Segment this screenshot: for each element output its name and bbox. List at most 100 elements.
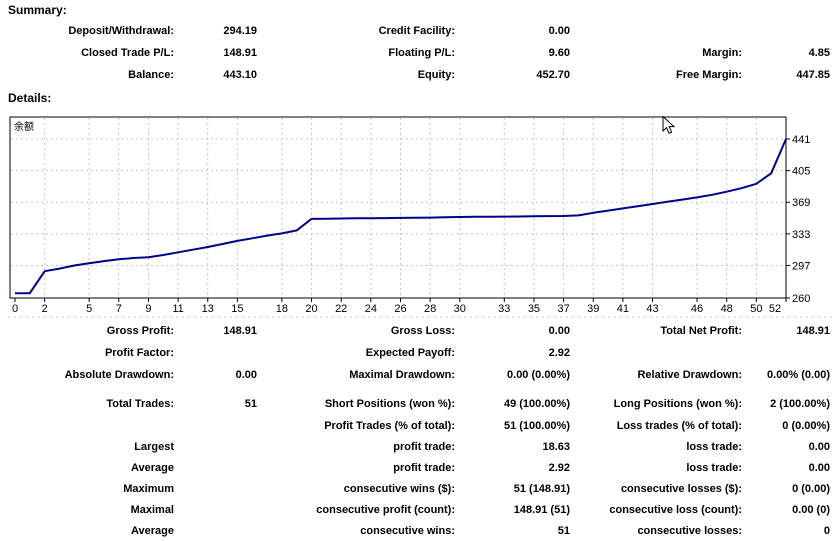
- stat-value: 148.91 (51): [513, 504, 570, 516]
- stat-label: Short Positions (won %):: [324, 398, 455, 410]
- stat-value: 2.92: [548, 462, 570, 474]
- summary-heading: Summary:: [8, 3, 67, 17]
- x-axis-label: 30: [454, 303, 466, 315]
- x-axis-label: 41: [617, 303, 629, 315]
- stat-value: 148.91: [796, 325, 830, 337]
- x-axis-label: 20: [305, 303, 317, 315]
- stat-value: 2 (100.00%): [770, 398, 830, 410]
- x-axis-label: 11: [172, 303, 183, 315]
- stat-label: Free Margin:: [675, 69, 742, 81]
- stat-label: Largest: [134, 441, 174, 453]
- stat-value: 0.00 (0): [792, 504, 830, 516]
- stat-value: 0.00 (0.00%): [507, 369, 570, 381]
- stat-label: consecutive wins:: [360, 525, 455, 537]
- stat-label: consecutive losses ($):: [620, 483, 742, 495]
- stat-label: Deposit/Withdrawal:: [68, 25, 174, 37]
- stat-value: 49 (100.00%): [503, 398, 570, 410]
- balance-chart: 441 405 369 333 297 260 0 2 5 7 9 11 13 15 18 20 22 24 26 2…: [0, 110, 840, 325]
- stat-value: 0 (0.00): [792, 483, 830, 495]
- x-axis-label: 24: [365, 303, 377, 315]
- stat-value: 452.70: [536, 69, 570, 81]
- stat-label: consecutive loss (count):: [609, 504, 742, 516]
- x-axis-label: 35: [528, 303, 540, 315]
- x-axis-label: 52: [769, 303, 781, 315]
- stat-value: 51: [557, 525, 570, 537]
- x-axis-label: 13: [202, 303, 214, 315]
- stat-label: Maximum: [123, 483, 174, 495]
- stat-label: Equity:: [417, 69, 455, 81]
- stat-value: 148.91: [223, 325, 257, 337]
- x-axis-label: 28: [424, 303, 436, 315]
- stat-label: profit trade:: [393, 441, 455, 453]
- y-axis-label: 333: [792, 229, 810, 241]
- stat-label: Total Net Profit:: [660, 325, 742, 337]
- stat-value: 0.00: [548, 25, 570, 37]
- stat-value: 4.85: [808, 47, 830, 59]
- x-axis-label: 46: [691, 303, 703, 315]
- x-axis-label: 0: [12, 303, 18, 315]
- stat-value: 0: [823, 525, 830, 537]
- stat-label: Maximal: [130, 504, 174, 516]
- stat-value: 51: [244, 398, 257, 410]
- stat-label: Absolute Drawdown:: [64, 369, 174, 381]
- stat-label: Gross Loss:: [390, 325, 455, 337]
- details-heading: Details:: [8, 91, 52, 105]
- x-axis-label: 18: [276, 303, 288, 315]
- stat-label: Balance:: [128, 69, 174, 81]
- stat-label: consecutive profit (count):: [316, 504, 455, 516]
- x-axis-label: 43: [646, 303, 658, 315]
- stat-label: Total Trades:: [106, 398, 174, 410]
- stat-label: consecutive losses:: [637, 525, 742, 537]
- stat-label: Gross Profit:: [106, 325, 174, 337]
- stat-label: Maximal Drawdown:: [349, 369, 455, 381]
- stat-value: 51 (100.00%): [503, 420, 570, 432]
- balance-label: 余额: [14, 120, 34, 133]
- x-axis-label: 37: [557, 303, 569, 315]
- x-axis-label: 50: [750, 303, 762, 315]
- stat-label: loss trade:: [686, 462, 742, 474]
- stat-label: loss trade:: [686, 441, 742, 453]
- x-axis-label: 26: [394, 303, 406, 315]
- stat-label: Long Positions (won %):: [613, 398, 742, 410]
- x-axis-label: 5: [86, 303, 92, 315]
- x-axis-label: 33: [498, 303, 510, 315]
- stat-value: 51 (148.91): [513, 483, 570, 495]
- stat-label: Margin:: [702, 47, 742, 59]
- stat-label: Closed Trade P/L:: [81, 47, 174, 59]
- stat-value: 148.91: [223, 47, 257, 59]
- stat-label: profit trade:: [393, 462, 455, 474]
- stat-label: Expected Payoff:: [365, 347, 455, 359]
- stat-label: Profit Trades (% of total):: [324, 420, 455, 432]
- stat-value: 0.00% (0.00): [767, 369, 830, 381]
- stat-value: 447.85: [796, 69, 830, 81]
- stat-label: consecutive wins ($):: [343, 483, 455, 495]
- stat-label: Relative Drawdown:: [637, 369, 742, 381]
- y-axis-label: 260: [792, 293, 810, 305]
- stat-value: 0.00: [808, 462, 830, 474]
- chart-border: [9, 116, 787, 299]
- y-axis-label: 297: [792, 260, 810, 272]
- balance-series-line: [15, 138, 787, 295]
- stat-value: 294.19: [223, 25, 257, 37]
- mouse-cursor-icon: [662, 115, 676, 137]
- y-axis-label: 369: [792, 197, 810, 209]
- stat-value: 0.00: [808, 441, 830, 453]
- x-axis-label: 2: [42, 303, 48, 315]
- x-axis-label: 15: [231, 303, 243, 315]
- stat-value: 2.92: [548, 347, 570, 359]
- x-axis-label: 9: [145, 303, 151, 315]
- stat-value: 0.00: [235, 369, 257, 381]
- y-axis-label: 441: [792, 134, 810, 146]
- chart-canvas: 441 405 369 333 297 260 0 2 5 7 9 11 13 15 18 20 22 24 26 2…: [8, 116, 833, 318]
- stat-label: Average: [130, 525, 174, 537]
- x-axis-label: 7: [116, 303, 122, 315]
- stat-value: 0.00: [548, 325, 570, 337]
- stat-label: Average: [130, 462, 174, 474]
- stat-value: 18.63: [542, 441, 570, 453]
- x-axis-label: 22: [335, 303, 347, 315]
- stat-value: 443.10: [223, 69, 257, 81]
- stat-value: 9.60: [548, 47, 570, 59]
- x-axis-label: 48: [721, 303, 733, 315]
- stat-label: Floating P/L:: [388, 47, 455, 59]
- stat-value: 0 (0.00%): [782, 420, 830, 432]
